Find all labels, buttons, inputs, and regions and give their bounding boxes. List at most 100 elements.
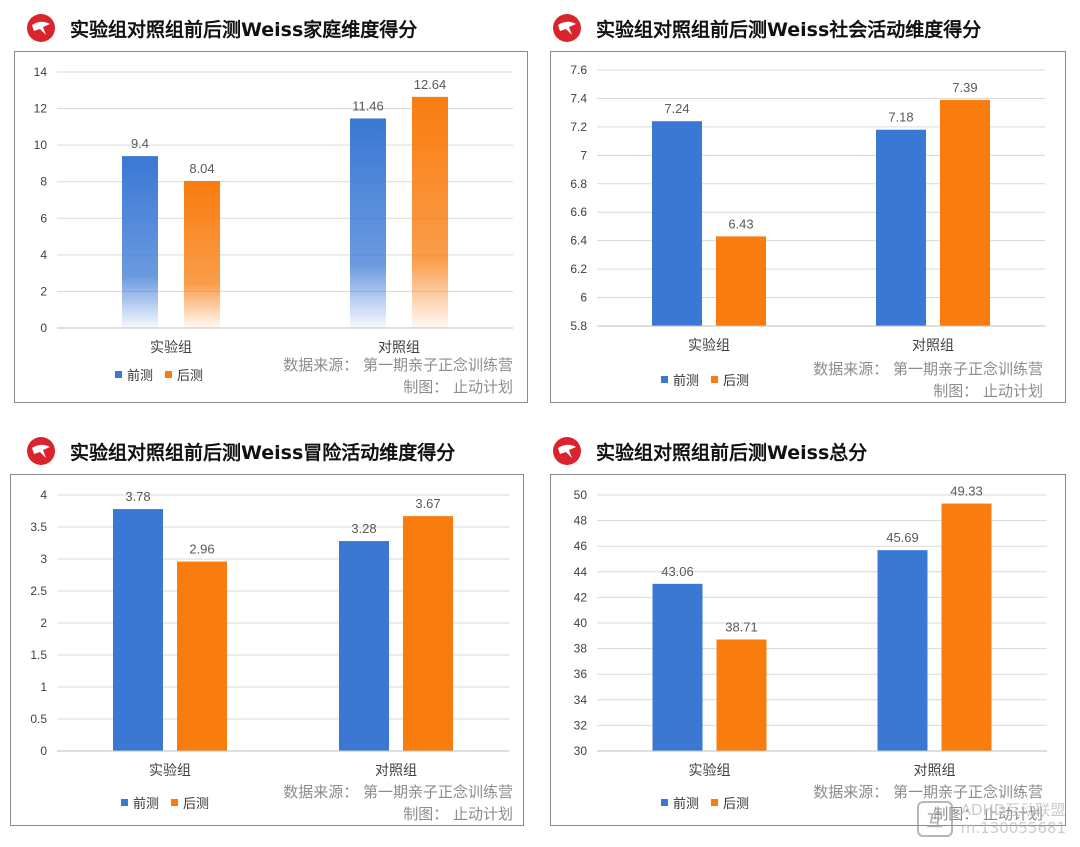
data-label: 43.06 [661, 564, 694, 579]
bar-post [412, 96, 448, 328]
x-category-label: 对照组 [378, 340, 420, 356]
legend-post-swatch [711, 799, 719, 806]
y-tick-label: 3.5 [30, 520, 47, 534]
chart-title-text: 实验组对照组前后测Weiss家庭维度得分 [70, 18, 418, 41]
y-tick-label: 30 [574, 744, 588, 758]
chart-title-text: 实验组对照组前后测Weiss总分 [596, 441, 868, 464]
data-label: 49.33 [950, 484, 983, 499]
source-note: 数据来源： 第一期亲子正念训练营 制图： 止动计划 [283, 781, 513, 825]
watermark-line2: m.130055681 [960, 819, 1066, 837]
data-label: 6.43 [728, 216, 753, 231]
data-label: 3.78 [125, 489, 150, 504]
y-tick-label: 48 [574, 514, 588, 528]
legend-pre-label: 前测 [673, 797, 700, 812]
legend-pre-label: 前测 [127, 369, 154, 384]
x-category-label: 对照组 [375, 763, 417, 779]
legend-post-label: 后测 [723, 374, 750, 389]
data-label: 3.67 [415, 496, 440, 511]
y-tick-label: 44 [574, 565, 588, 579]
x-category-label: 实验组 [149, 763, 191, 779]
chart-title-text: 实验组对照组前后测Weiss社会活动维度得分 [596, 18, 982, 41]
bar-post [941, 503, 992, 751]
y-tick-label: 6.2 [570, 262, 587, 276]
y-tick-label: 6 [580, 291, 587, 305]
y-tick-label: 38 [574, 642, 588, 656]
y-tick-label: 50 [574, 488, 588, 502]
legend-pre-swatch [661, 799, 668, 806]
legend-pre-swatch [121, 799, 128, 806]
y-tick-label: 6.6 [570, 205, 587, 219]
credit-line: 制图： 止动计划 [403, 805, 513, 823]
y-tick-label: 34 [574, 693, 588, 707]
y-tick-label: 4 [40, 248, 47, 262]
y-tick-label: 40 [574, 616, 588, 630]
watermark: 互 ADHD互动联盟 m.130055681 [916, 801, 1066, 837]
y-tick-label: 1.5 [30, 648, 47, 662]
x-category-label: 实验组 [150, 340, 192, 356]
data-label: 7.24 [664, 101, 689, 116]
chart-plot: 0 0.5 1 1.5 2 2.5 3 3.5 4 3.78 2.96 实验组 3.28 3.67 对照组 [30, 488, 509, 779]
bar-pre [652, 583, 703, 751]
data-label: 12.64 [414, 77, 447, 92]
legend: 前测 后测 [661, 793, 761, 812]
y-tick-label: 6.8 [570, 177, 587, 191]
chart-total: 30 32 34 36 38 40 42 44 46 48 50 43.06 38.71 实验组 45.69… [550, 474, 1066, 826]
legend: 前测 后测 [121, 793, 221, 812]
bar-post [716, 236, 766, 326]
y-tick-label: 3 [40, 552, 47, 566]
bar-pre [877, 550, 928, 751]
y-tick-label: 36 [574, 667, 588, 681]
data-label: 9.4 [131, 136, 149, 151]
y-tick-label: 2 [40, 284, 47, 298]
y-tick-label: 32 [574, 718, 588, 732]
chart-title-3: 实验组对照组前后测Weiss冒险活动维度得分 [26, 431, 455, 471]
chart-plot: 0 2 4 6 8 10 12 14 9.4 8.04 实验组 11.46 12.64 对照组 [34, 65, 513, 356]
legend-pre-swatch [661, 376, 668, 383]
bar-pre [339, 541, 389, 751]
source-line: 数据来源： 第一期亲子正念训练营 [283, 356, 513, 374]
x-category-label: 实验组 [688, 338, 730, 354]
data-label: 7.18 [888, 110, 913, 125]
chart-adventure: 0 0.5 1 1.5 2 2.5 3 3.5 4 3.78 2.96 实验组 3.28 3.67 对照组 … [10, 474, 524, 826]
chart-social: 5.8 6 6.2 6.4 6.6 6.8 7 7.2 7.4 7.6 7.24 6.43 实验组 7.1… [550, 51, 1066, 403]
x-category-label: 实验组 [689, 763, 731, 779]
source-line: 数据来源： 第一期亲子正念训练营 [813, 783, 1043, 801]
bar-post [403, 516, 453, 751]
legend-pre-label: 前测 [673, 374, 700, 389]
chart-title-4: 实验组对照组前后测Weiss总分 [552, 431, 867, 471]
y-tick-label: 6.4 [570, 234, 587, 248]
watermark-line1: ADHD互动联盟 [960, 801, 1066, 819]
data-label: 8.04 [189, 161, 214, 176]
x-category-label: 对照组 [914, 763, 956, 779]
watermark-icon: 互 [916, 801, 953, 837]
y-tick-label: 46 [574, 539, 588, 553]
data-label: 38.71 [725, 620, 758, 635]
bar-pre [876, 129, 926, 326]
bar-post [184, 180, 220, 328]
brand-logo-icon [553, 14, 581, 42]
legend-post-swatch [171, 799, 179, 806]
x-category-label: 对照组 [912, 338, 954, 354]
y-tick-label: 2 [40, 616, 47, 630]
bar-pre [122, 156, 158, 328]
data-label: 2.96 [189, 542, 214, 557]
bar-pre [350, 118, 386, 329]
y-tick-label: 0 [40, 321, 47, 335]
source-line: 数据来源： 第一期亲子正念训练营 [283, 783, 513, 801]
legend-post-label: 后测 [177, 369, 204, 384]
chart-title-text: 实验组对照组前后测Weiss冒险活动维度得分 [70, 441, 456, 464]
legend-pre-label: 前测 [133, 797, 160, 812]
credit-line: 制图： 止动计划 [403, 378, 513, 396]
data-label: 3.28 [351, 521, 376, 536]
legend-post-swatch [165, 371, 173, 378]
y-tick-label: 7.4 [570, 91, 587, 105]
chart-title-2: 实验组对照组前后测Weiss社会活动维度得分 [552, 8, 981, 48]
bar-post [940, 99, 990, 326]
y-tick-label: 42 [574, 590, 588, 604]
data-label: 7.39 [952, 80, 977, 95]
source-note: 数据来源： 第一期亲子正念训练营 制图： 止动计划 [813, 358, 1043, 402]
brand-logo-icon [27, 437, 55, 465]
chart-title-1: 实验组对照组前后测Weiss家庭维度得分 [26, 8, 417, 48]
y-tick-label: 14 [34, 65, 48, 79]
y-tick-label: 12 [34, 102, 48, 116]
